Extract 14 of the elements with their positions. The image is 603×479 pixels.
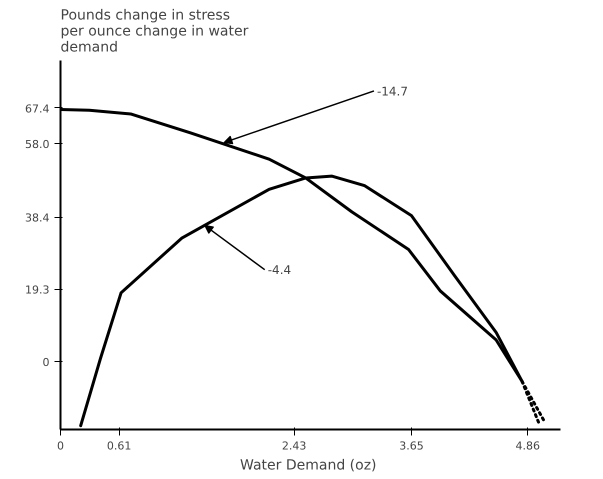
x-tick-label: 2.43 [282, 440, 306, 452]
y-tick-label: 67.4 [25, 102, 50, 116]
x-tick-label: 0 [57, 440, 64, 452]
y-axis-title: Pounds change in stress per ounce change in water demand [60, 8, 249, 56]
annotation: -4.4 [268, 263, 292, 278]
y-tick-label: 38.4 [25, 212, 50, 225]
y-tick-label: 19.3 [25, 284, 50, 297]
y-tick-label: 58.0 [25, 138, 50, 151]
x-tick-label: 0.61 [106, 440, 132, 452]
annotation: -14.7 [376, 84, 408, 98]
y-tick-label: 0 [42, 356, 50, 370]
x-axis-title: Water Demand (oz) [240, 458, 377, 474]
x-tick-label: 3.65 [399, 440, 424, 452]
x-tick-label: 4.86 [516, 440, 540, 452]
